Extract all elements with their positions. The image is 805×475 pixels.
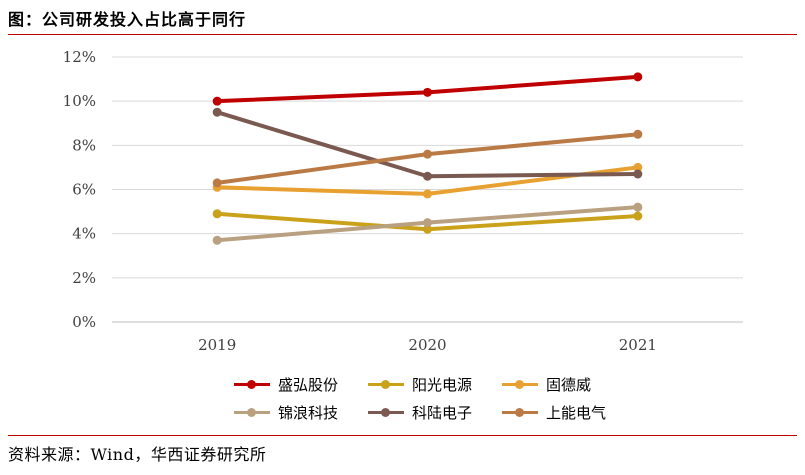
data-point bbox=[423, 171, 432, 181]
y-tick-label: 8% bbox=[72, 136, 96, 154]
chart-title: 图：公司研发投入占比高于同行 bbox=[8, 10, 247, 29]
data-point bbox=[633, 202, 643, 212]
data-point bbox=[212, 107, 222, 117]
y-tick-label: 12% bbox=[63, 48, 96, 66]
legend-swatch-dot bbox=[381, 408, 390, 417]
data-point bbox=[212, 209, 222, 219]
legend-swatch bbox=[232, 405, 272, 419]
data-point bbox=[633, 162, 643, 172]
legend-swatch-dot bbox=[247, 380, 256, 389]
data-point bbox=[423, 189, 432, 199]
y-tick-label: 0% bbox=[72, 313, 96, 331]
legend: 盛弘股份 阳光电源 固德威 锦浪科技 科陆电子 上能电气 bbox=[232, 370, 652, 426]
y-tick-label: 4% bbox=[72, 225, 96, 243]
legend-label: 固德威 bbox=[546, 375, 592, 394]
title-divider bbox=[8, 34, 797, 35]
legend-item-2: 阳光电源 bbox=[366, 374, 500, 395]
data-point bbox=[423, 149, 432, 159]
line-chart: 0% 2% 4% 6% 8% 10% 12% 2019 2020 2021 bbox=[63, 48, 743, 354]
legend-row: 盛弘股份 阳光电源 固德威 bbox=[232, 370, 652, 398]
legend-row: 锦浪科技 科陆电子 上能电气 bbox=[232, 398, 652, 426]
data-point bbox=[633, 169, 643, 179]
source-note: 资料来源：Wind，华西证券研究所 bbox=[8, 445, 267, 464]
legend-label: 盛弘股份 bbox=[278, 375, 339, 394]
y-tick-label: 10% bbox=[63, 92, 96, 110]
legend-swatch bbox=[500, 405, 540, 419]
legend-swatch bbox=[500, 377, 540, 391]
legend-label: 阳光电源 bbox=[412, 375, 473, 394]
data-point bbox=[212, 178, 222, 188]
legend-label: 上能电气 bbox=[546, 403, 607, 422]
footer-divider bbox=[8, 435, 797, 436]
legend-item-4: 锦浪科技 bbox=[232, 402, 366, 423]
data-point bbox=[423, 218, 432, 228]
y-tick-label: 2% bbox=[72, 269, 96, 287]
legend-label: 锦浪科技 bbox=[278, 403, 339, 422]
data-point bbox=[423, 224, 432, 234]
legend-swatch bbox=[366, 377, 406, 391]
legend-swatch-dot bbox=[515, 380, 524, 389]
legend-swatch-dot bbox=[515, 408, 524, 417]
legend-item-6: 上能电气 bbox=[500, 402, 634, 423]
data-point bbox=[633, 72, 643, 82]
legend-label: 科陆电子 bbox=[412, 403, 473, 422]
legend-swatch-dot bbox=[381, 380, 390, 389]
data-point bbox=[633, 129, 643, 139]
data-point bbox=[423, 87, 432, 97]
data-point bbox=[212, 96, 222, 106]
series-line-5 bbox=[216, 110, 638, 179]
x-tick-label: 2020 bbox=[408, 336, 446, 354]
data-point bbox=[212, 235, 222, 245]
legend-swatch bbox=[366, 405, 406, 419]
legend-item-5: 科陆电子 bbox=[366, 402, 500, 423]
legend-swatch bbox=[232, 377, 272, 391]
y-tick-label: 6% bbox=[72, 181, 96, 199]
data-point bbox=[633, 211, 643, 221]
x-tick-label: 2019 bbox=[198, 336, 236, 354]
legend-item-1: 盛弘股份 bbox=[232, 374, 366, 395]
legend-swatch-dot bbox=[247, 408, 256, 417]
legend-item-3: 固德威 bbox=[500, 374, 634, 395]
x-tick-label: 2021 bbox=[619, 336, 657, 354]
